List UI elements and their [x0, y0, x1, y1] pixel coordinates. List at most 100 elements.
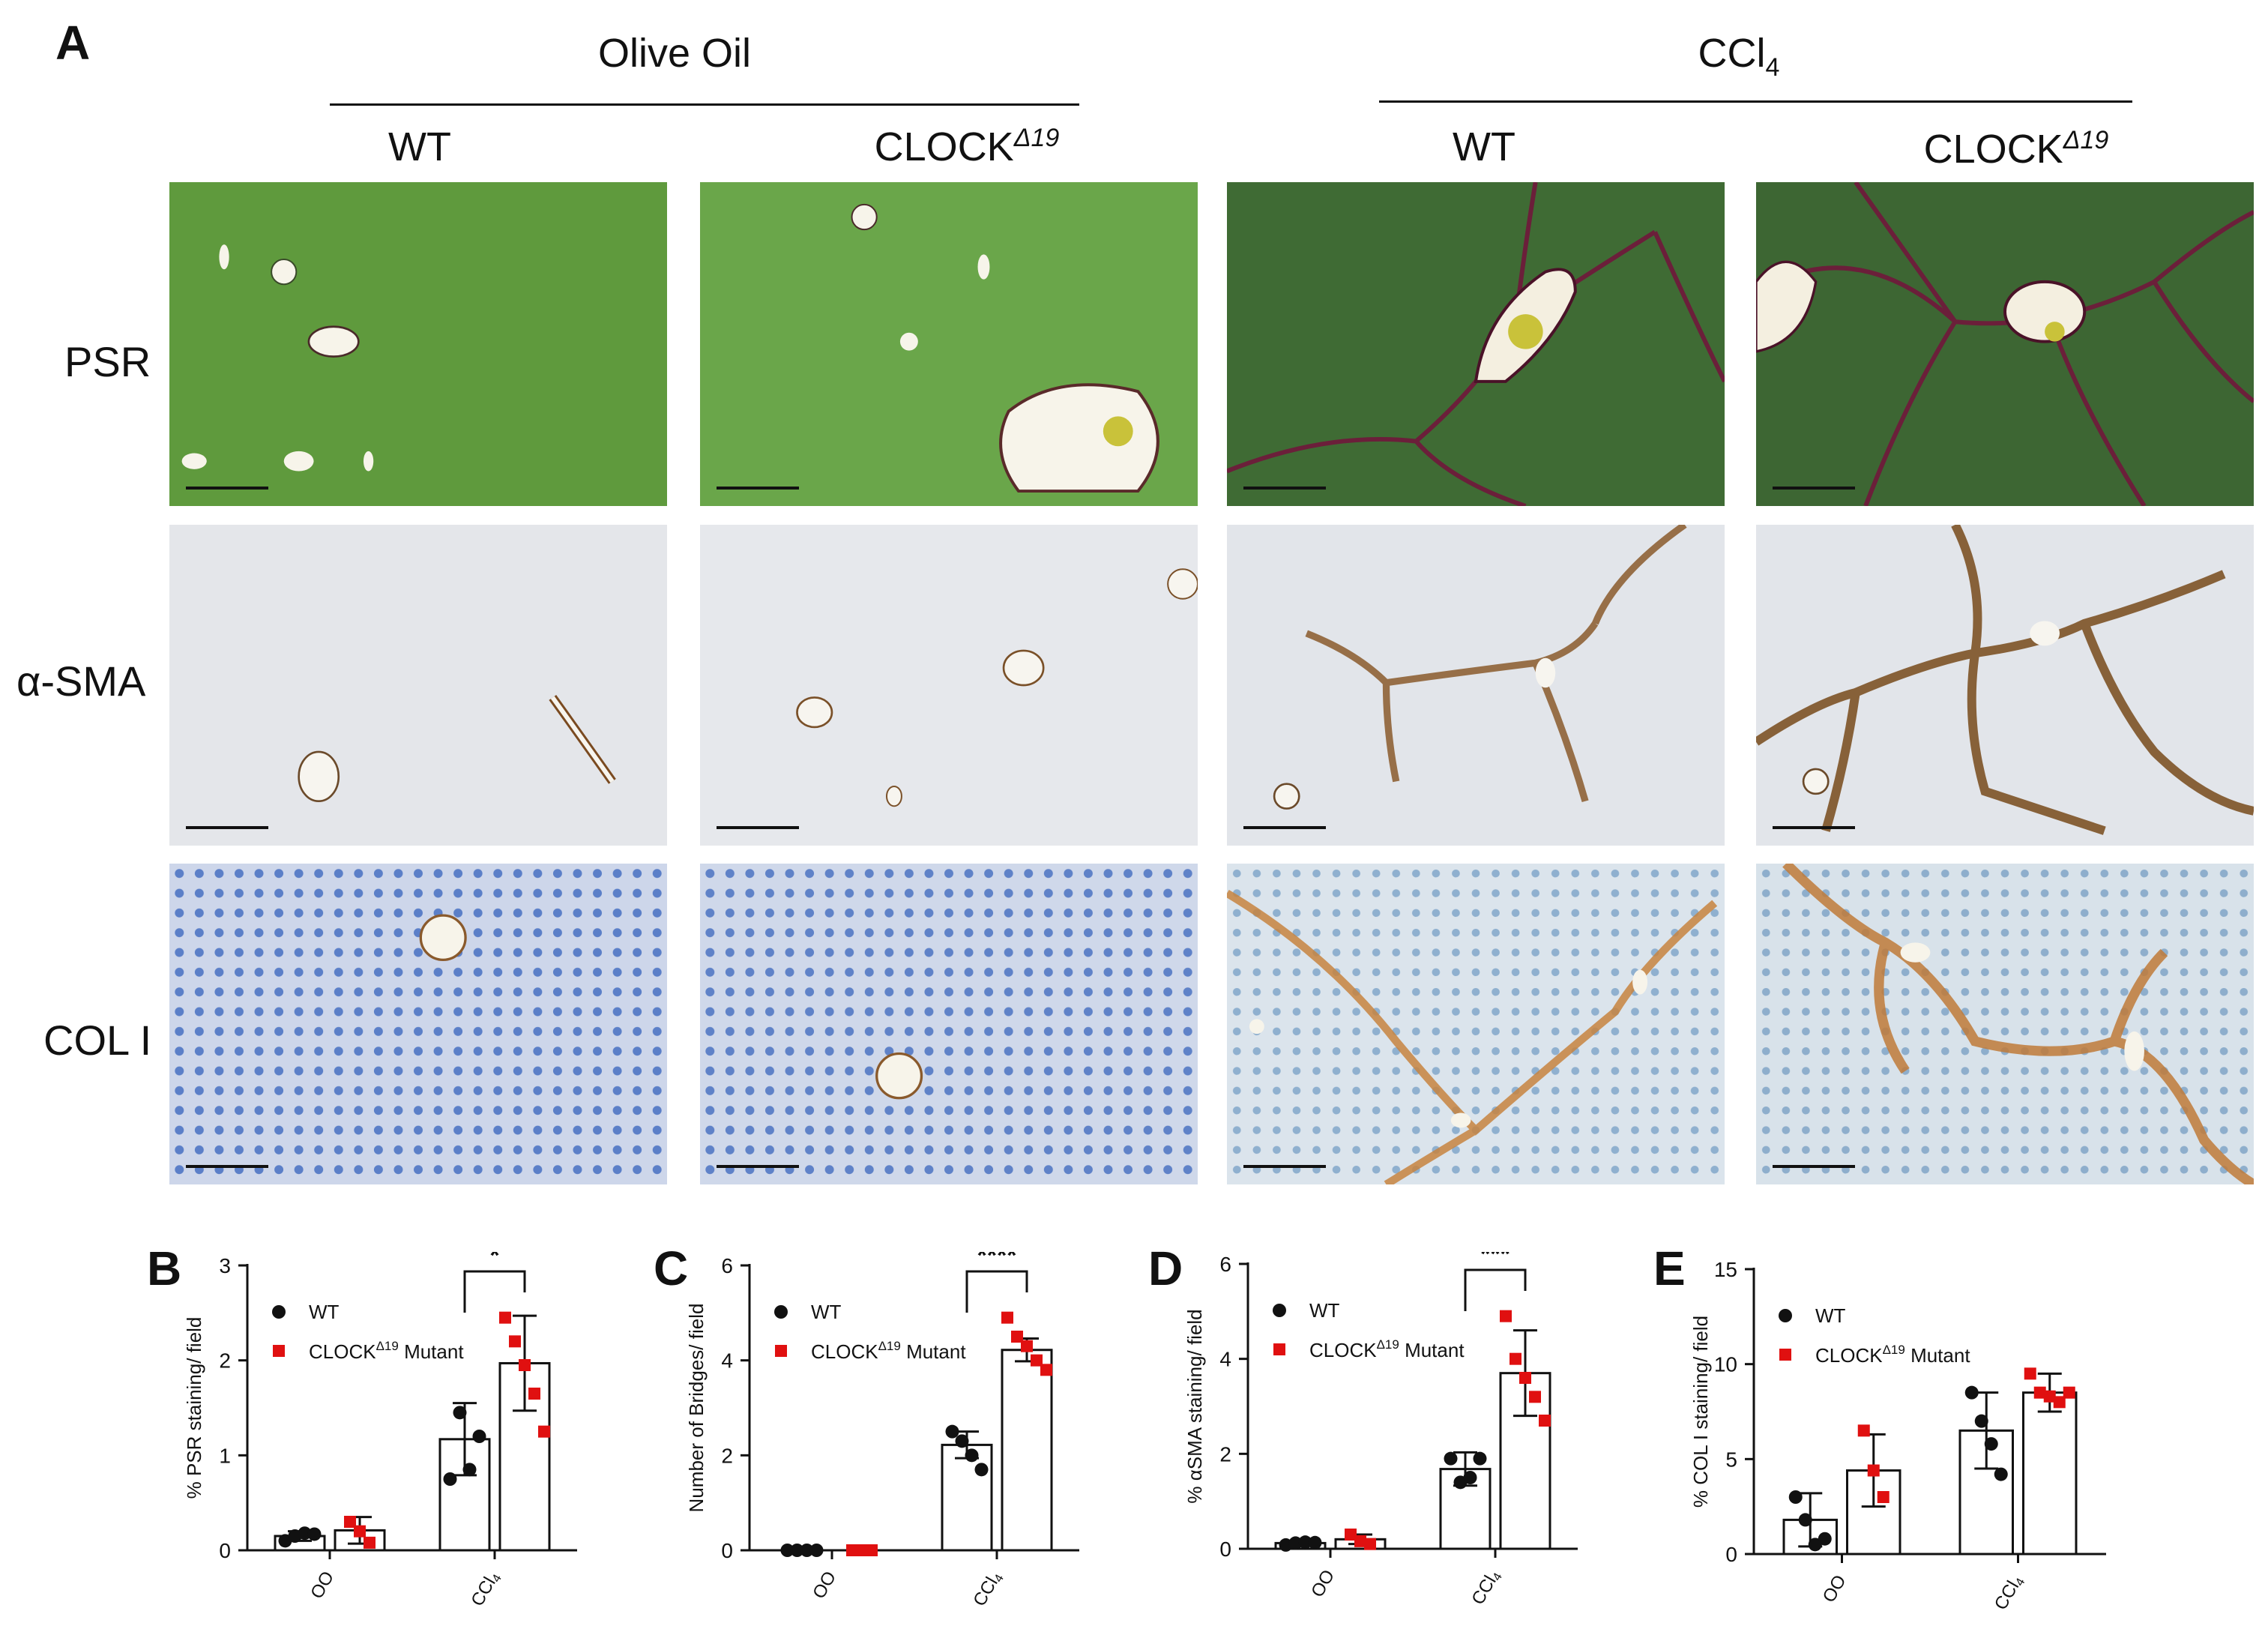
y-axis-label: % PSR staining/ field [183, 1317, 205, 1499]
data-point-wt [1288, 1536, 1303, 1550]
sma-tile-art [700, 525, 1198, 846]
data-point-mutant [856, 1544, 868, 1556]
data-point-mutant [1857, 1424, 1870, 1437]
x-tick-label: CCl4 [969, 1568, 1007, 1610]
micrograph-psr-oo-wt [169, 182, 667, 506]
data-point-wt [945, 1424, 959, 1439]
data-point-wt [1788, 1490, 1803, 1504]
y-tick-label: 2 [1219, 1442, 1231, 1466]
y-tick-label: 1 [219, 1444, 231, 1467]
group-label-ccl4: CCl4 [1544, 30, 1934, 82]
data-point-wt [1994, 1467, 2008, 1481]
scale-bar [1243, 1165, 1326, 1168]
micrograph-col-oo-mutant [700, 864, 1198, 1184]
data-point-wt [1974, 1414, 1988, 1428]
sma-tile-art [169, 525, 667, 846]
data-point-mutant [499, 1311, 511, 1324]
scale-bar [186, 487, 268, 490]
data-point-mutant [1539, 1415, 1551, 1427]
legend-label-suffix: Mutant [399, 1340, 464, 1363]
micrograph-psr-ccl4-wt [1227, 182, 1725, 506]
psr-tile-art [1756, 182, 2254, 506]
col-tile-art [1227, 864, 1725, 1184]
data-point-wt [955, 1434, 969, 1448]
y-axis-label: % COL I staining/ field [1689, 1316, 1712, 1508]
data-point-wt [1964, 1385, 1979, 1400]
scale-bar [717, 826, 799, 829]
legend-marker-mutant [273, 1345, 285, 1357]
y-tick-label: 0 [219, 1539, 231, 1562]
sma-tile-art [1227, 525, 1725, 846]
bar [941, 1443, 993, 1552]
legend-label-suffix: Mutant [1905, 1344, 1970, 1367]
significance-bracket [463, 1270, 526, 1313]
data-point-mutant [1354, 1535, 1366, 1547]
chart-b: 0 1 2 3 % PSR staining/ field OO CCl4 * WT CLOCKΔ… [183, 1252, 577, 1610]
data-point-mutant [1519, 1372, 1531, 1384]
data-point-mutant [364, 1536, 376, 1549]
group-label-subscript: 4 [1765, 52, 1780, 82]
data-point-mutant [1345, 1529, 1357, 1541]
psr-tile-art [169, 182, 667, 506]
data-point-wt [780, 1544, 794, 1557]
column-label-text: CLOCK [874, 124, 1014, 169]
legend-label-suffix: Mutant [1399, 1339, 1465, 1361]
scale-bar [717, 1165, 799, 1168]
y-axis-label: % αSMA staining/ field [1183, 1309, 1206, 1503]
significance-bracket [965, 1270, 1028, 1313]
row-label-psr: PSR [64, 338, 151, 385]
column-label-4: CLOCKΔ19 [1874, 126, 2159, 172]
group-label-olive-oil: Olive Oil [465, 30, 884, 76]
x-tick-label: OO [809, 1568, 840, 1603]
legend-label-wt: WT [1815, 1304, 1846, 1327]
y-axis-label: Number of Bridges/ field [685, 1304, 708, 1513]
legend-label-mutant: CLOCKΔ19 Mutant [1815, 1343, 1970, 1367]
data-point-wt [809, 1544, 824, 1557]
legend-label-wt: WT [1309, 1299, 1340, 1322]
data-point-wt [1984, 1437, 1998, 1451]
data-point-wt [1298, 1535, 1312, 1550]
x-tick-label-subscript: 4 [1491, 1571, 1505, 1583]
significance-stars: **** [977, 1252, 1018, 1270]
legend-label-suffix: Mutant [901, 1340, 966, 1363]
data-point-mutant [1877, 1491, 1890, 1503]
psr-tile-art [1227, 182, 1725, 506]
row-label-col1: COL I [43, 1017, 152, 1064]
data-point-mutant [528, 1388, 540, 1400]
scale-bar [1243, 487, 1326, 490]
data-point-wt [1818, 1532, 1832, 1546]
panel-letter-b: B [147, 1241, 182, 1295]
scale-bar [1243, 826, 1326, 829]
legend-label-mutant: CLOCKΔ19 Mutant [811, 1339, 966, 1363]
micrograph-sma-oo-wt [169, 525, 667, 846]
col-tile-art [700, 864, 1198, 1184]
data-point-mutant [519, 1359, 531, 1371]
legend-marker-mutant [1779, 1349, 1791, 1361]
legend-marker-mutant [1273, 1343, 1285, 1355]
data-point-wt [1473, 1451, 1487, 1466]
legend-label-mutant: CLOCKΔ19 Mutant [309, 1339, 464, 1363]
col-tile-art [1756, 864, 2254, 1184]
group-line-ccl4 [1379, 100, 2132, 103]
data-point-mutant [354, 1525, 366, 1538]
chart-e: 0 5 10 15 % COL I staining/ field OO CCl4 WT CLO… [1689, 1258, 2106, 1614]
data-point-mutant [1510, 1352, 1521, 1365]
micrograph-psr-oo-mutant [700, 182, 1198, 506]
data-point-wt [790, 1544, 804, 1557]
data-point-wt [1798, 1513, 1812, 1527]
legend-marker-wt [774, 1305, 788, 1319]
legend-label-sup: Δ19 [376, 1339, 399, 1353]
group-label-text: Olive Oil [597, 31, 752, 76]
data-point-mutant [846, 1544, 858, 1556]
y-tick-label: 4 [1219, 1348, 1231, 1371]
x-tick-label: CCl4 [1991, 1571, 2028, 1614]
column-label-text: CLOCK [1923, 127, 2063, 172]
data-point-mutant [1011, 1331, 1023, 1343]
legend-label-sup: Δ19 [1377, 1337, 1399, 1352]
panel-letter-a: A [55, 16, 91, 70]
sma-tile-art [1756, 525, 2254, 846]
column-label-sup: Δ19 [1013, 124, 1060, 152]
row-label-sma: α-SMA [16, 657, 146, 705]
y-tick-label: 15 [1714, 1258, 1737, 1281]
x-tick-label: OO [307, 1568, 338, 1603]
